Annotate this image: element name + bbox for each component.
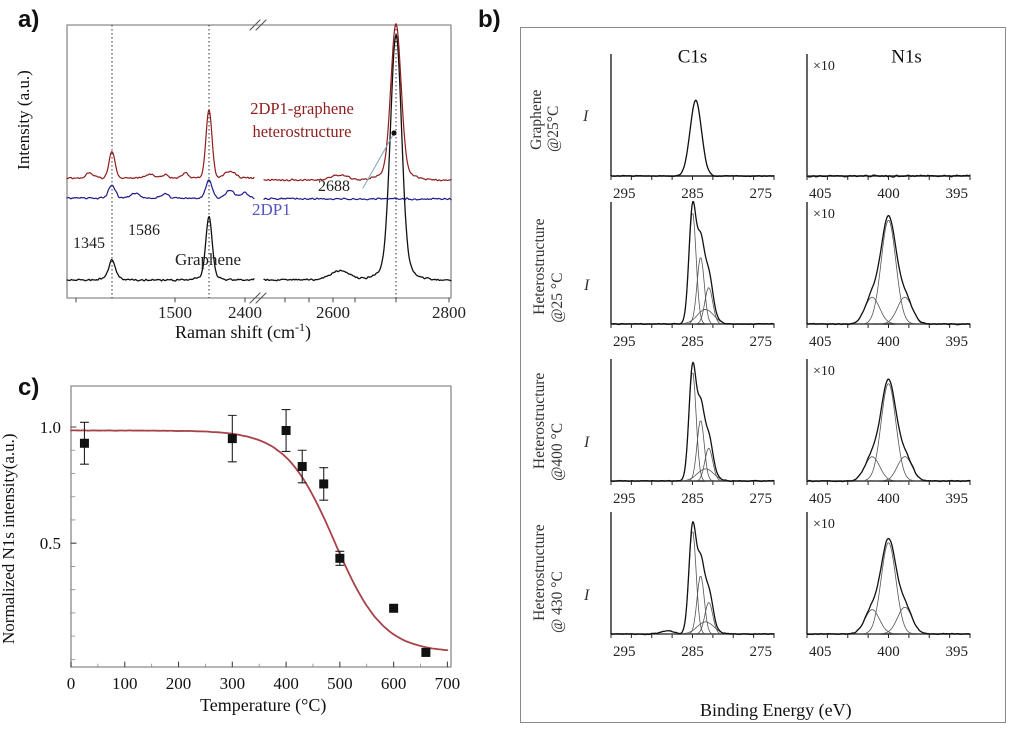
svg-text:300: 300 — [220, 674, 246, 693]
svg-text:100: 100 — [112, 674, 137, 693]
svg-text:1.0: 1.0 — [40, 418, 61, 437]
svg-text:500: 500 — [327, 674, 353, 693]
svg-text:200: 200 — [166, 674, 192, 693]
svg-text:700: 700 — [435, 674, 461, 693]
svg-text:400: 400 — [273, 674, 299, 693]
svg-text:600: 600 — [381, 674, 407, 693]
svg-text:0.5: 0.5 — [40, 534, 61, 553]
svg-text:0: 0 — [67, 674, 76, 693]
